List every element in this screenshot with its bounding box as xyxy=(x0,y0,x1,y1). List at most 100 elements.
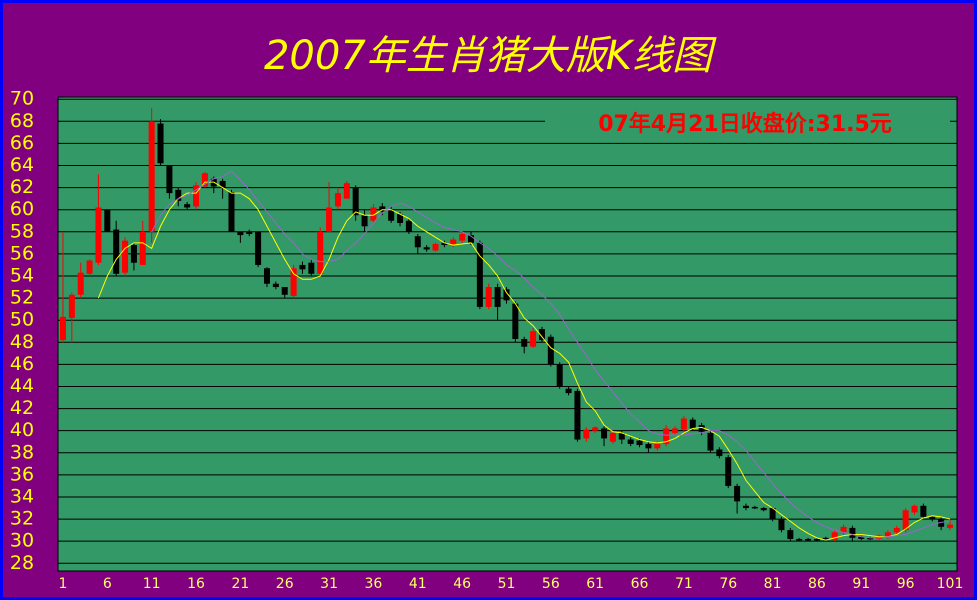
candle-body xyxy=(609,432,616,442)
candle-body xyxy=(601,428,608,439)
x-tick-label: 76 xyxy=(719,576,737,592)
x-tick-label: 46 xyxy=(453,576,471,592)
candle-body xyxy=(946,524,953,528)
candle-body xyxy=(840,526,847,533)
y-tick-label: 34 xyxy=(10,485,34,507)
candle-body xyxy=(867,537,874,540)
moving-average-line xyxy=(97,181,951,541)
candle-body xyxy=(95,207,102,263)
candle-body xyxy=(255,231,262,265)
candle-body xyxy=(822,537,829,541)
candle-body xyxy=(813,538,820,541)
x-tick-label: 31 xyxy=(320,576,338,592)
candle-body xyxy=(193,185,200,207)
x-tick-label: 26 xyxy=(276,576,294,592)
candle-body xyxy=(884,532,891,537)
candle-body xyxy=(645,443,652,449)
y-tick-label: 62 xyxy=(10,176,34,198)
plot-area xyxy=(57,96,958,572)
x-tick-label: 66 xyxy=(631,576,649,592)
candle-body xyxy=(707,432,714,451)
candle-body xyxy=(467,235,474,243)
candle-body xyxy=(654,443,661,449)
candle-body xyxy=(450,239,457,246)
candle-body xyxy=(627,439,634,444)
candle-body xyxy=(157,123,164,164)
y-tick-label: 56 xyxy=(10,242,34,264)
candle-body xyxy=(672,428,679,433)
candle-body xyxy=(494,287,501,307)
candle-body xyxy=(920,505,927,517)
candle-body xyxy=(476,242,483,307)
candle-body xyxy=(565,388,572,394)
y-tick-label: 40 xyxy=(10,419,34,441)
x-tick-label: 86 xyxy=(808,576,826,592)
candle-body xyxy=(530,331,537,347)
candle-body xyxy=(228,192,235,232)
x-tick-label: 21 xyxy=(231,576,249,592)
candle-body xyxy=(308,262,315,274)
x-tick-label: 101 xyxy=(937,576,964,592)
y-tick-label: 44 xyxy=(10,375,34,397)
y-tick-label: 50 xyxy=(10,309,34,331)
candle-body xyxy=(59,316,66,341)
candle-body xyxy=(290,268,297,296)
candle-body xyxy=(574,390,581,440)
y-tick-label: 48 xyxy=(10,331,34,353)
candle-body xyxy=(272,283,279,288)
candle-body xyxy=(343,183,350,199)
x-tick-label: 11 xyxy=(143,576,161,592)
y-tick-label: 68 xyxy=(10,110,34,132)
candle-body xyxy=(175,189,182,201)
x-tick-label: 1 xyxy=(59,576,68,592)
candle-body xyxy=(583,429,590,439)
candle-body xyxy=(405,220,412,232)
candle-body xyxy=(556,364,563,387)
x-tick-label: 91 xyxy=(852,576,870,592)
candle-body xyxy=(938,519,945,527)
candle-body xyxy=(849,527,856,538)
candle-body xyxy=(423,247,430,250)
candle-body xyxy=(831,532,838,541)
y-tick-label: 70 xyxy=(10,88,34,110)
y-tick-label: 60 xyxy=(10,198,34,220)
x-tick-label: 6 xyxy=(103,576,112,592)
candle-body xyxy=(441,242,448,246)
x-tick-label: 61 xyxy=(586,576,604,592)
candle-body xyxy=(104,209,111,232)
candle-body xyxy=(68,294,75,318)
candle-body xyxy=(379,206,386,212)
candle-body xyxy=(876,535,883,539)
candle-body xyxy=(760,508,767,511)
candle-body xyxy=(246,231,253,235)
candle-body xyxy=(787,530,794,539)
candle-body xyxy=(929,516,936,520)
candle-body xyxy=(742,505,749,509)
y-tick-label: 36 xyxy=(10,463,34,485)
candle-body xyxy=(459,234,466,241)
candle-body xyxy=(636,440,643,446)
y-tick-label: 54 xyxy=(10,264,34,286)
candle-body xyxy=(725,457,732,486)
candle-body xyxy=(618,432,625,440)
candle-body xyxy=(796,538,803,541)
candle-body xyxy=(370,207,377,221)
candle-body xyxy=(769,508,776,520)
candle-body xyxy=(361,215,368,227)
candle-body xyxy=(911,505,918,513)
candle-body xyxy=(893,527,900,533)
candle-body xyxy=(130,245,137,263)
candle-body xyxy=(512,303,519,339)
candle-body xyxy=(503,289,510,301)
x-tick-label: 81 xyxy=(764,576,782,592)
candle-body xyxy=(281,287,288,295)
candle-body xyxy=(547,336,554,365)
candle-body xyxy=(219,180,226,188)
candle-body xyxy=(734,485,741,502)
candle-body xyxy=(414,236,421,248)
candle-body xyxy=(334,193,341,207)
annotation: 07年4月21日收盘价:31.5元 xyxy=(598,111,892,137)
x-tick-label: 71 xyxy=(675,576,693,592)
